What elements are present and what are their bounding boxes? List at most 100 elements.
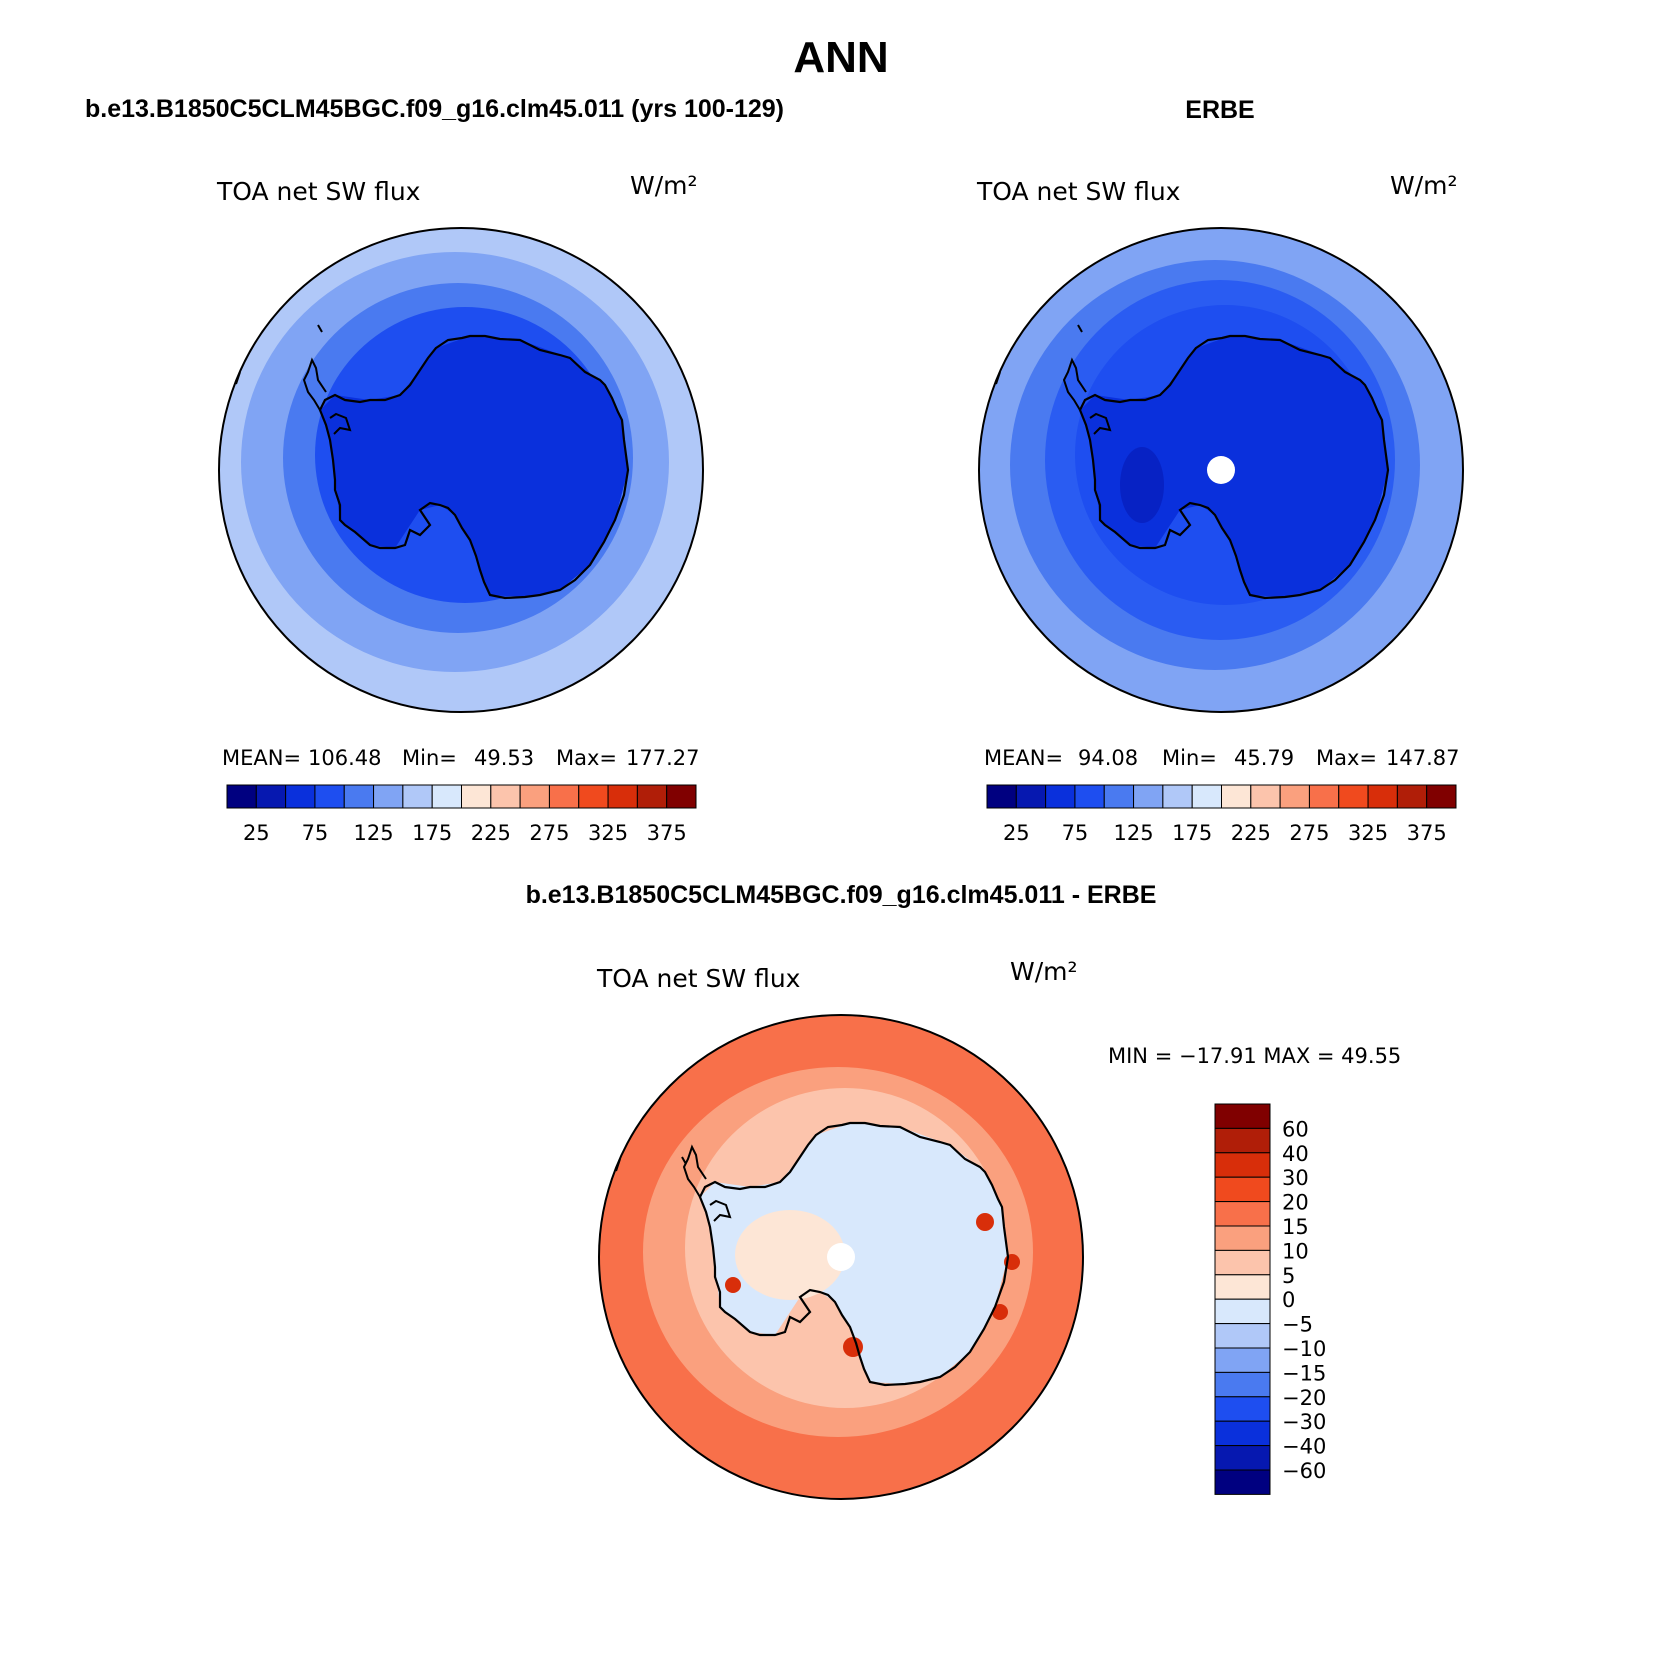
panel-1-colorbar-swatch — [314, 784, 345, 809]
panel-2-colorbar-swatch — [1279, 784, 1310, 809]
panel-1-variable-label: TOA net SW flux — [216, 177, 420, 206]
panel-1-colorbar-swatch — [578, 784, 609, 809]
panel-1-map-border — [218, 227, 704, 713]
diff-map — [599, 1015, 1083, 1499]
panel-1-colorbar-swatch — [343, 784, 375, 809]
panel-1-colorbar-swatch — [373, 784, 404, 809]
diff-map-border — [598, 1014, 1084, 1500]
panel-2-colorbar-swatch — [1074, 784, 1105, 809]
diff-colorbar-tick-label: −40 — [1282, 1435, 1326, 1459]
diff-colorbar-swatch — [1214, 1323, 1271, 1349]
panel-2-colorbar-swatch — [1191, 784, 1222, 809]
panel-1-colorbar-tick-label: 375 — [647, 821, 687, 845]
panel-1-colorbar-swatch — [519, 784, 550, 809]
panel-1-min-value: 49.53 — [474, 746, 534, 770]
diff-land-warm-patch — [735, 1210, 845, 1300]
diff-colorbar-tick-label: −30 — [1282, 1410, 1326, 1434]
panel-2-colorbar-swatch — [1308, 784, 1340, 809]
diff-colorbar-swatch — [1214, 1371, 1271, 1398]
diff-colorbar-swatch — [1214, 1298, 1271, 1325]
panel-1-stats: MEAN= 106.48 Min= 49.53 Max= 177.27 — [222, 746, 699, 770]
diff-hotspot-3 — [992, 1304, 1008, 1320]
diff-colorbar-swatch — [1214, 1249, 1271, 1276]
panel-2-colorbar-swatch — [1367, 784, 1398, 809]
panel-2-mean-value: 94.08 — [1078, 746, 1138, 770]
diff-colorbar-swatch — [1214, 1127, 1271, 1154]
panel-1-colorbar-tick-label: 225 — [471, 821, 511, 845]
panel-1-mean-value: 106.48 — [308, 746, 381, 770]
diff-colorbar-tick-label: 30 — [1282, 1166, 1309, 1190]
panel-2-mean-label: MEAN= — [984, 746, 1063, 770]
panel-2-colorbar-swatch — [1162, 784, 1193, 809]
diff-colorbar-tick-label: 40 — [1282, 1142, 1309, 1166]
panel-2-colorbar-swatch — [1396, 784, 1428, 809]
panel-1-colorbar-tick-label: 175 — [412, 821, 452, 845]
panel-2-colorbar-tick-label: 25 — [1003, 821, 1030, 845]
panel-2-map-border — [978, 227, 1464, 713]
diff-colorbar-swatch — [1214, 1225, 1271, 1251]
diff-colorbar-swatch — [1214, 1201, 1271, 1227]
panel-1-colorbar-swatch — [402, 784, 433, 809]
diff-colorbar-tick-label: 20 — [1282, 1191, 1309, 1215]
diff-hotspot-5 — [725, 1277, 741, 1293]
diff-variable-label: TOA net SW flux — [596, 964, 800, 993]
panel-2-colorbar-tick-label: 175 — [1172, 821, 1212, 845]
diff-colorbar-swatch — [1214, 1420, 1271, 1447]
panel-2-variable-label: TOA net SW flux — [976, 177, 1180, 206]
diff-colorbar-tick-label: 15 — [1282, 1215, 1309, 1239]
panel-2-missing-data-pole — [1207, 456, 1235, 484]
panel-1-colorbar-swatch — [226, 784, 257, 809]
panel-2-dark-patch — [1120, 447, 1164, 523]
panel-1-colorbar-swatch — [666, 784, 697, 809]
diff-heading: b.e13.B1850C5CLM45BGC.f09_g16.clm45.011 … — [526, 881, 1157, 909]
panel-2-colorbar-tick-label: 375 — [1407, 821, 1447, 845]
panel-1-colorbar-swatch — [461, 784, 492, 809]
panel-1-max-value: 177.27 — [626, 746, 699, 770]
panel-1-colorbar-tick-label: 75 — [302, 821, 329, 845]
diff-colorbar-swatch — [1214, 1396, 1271, 1422]
panel-2-colorbar-swatch — [1426, 784, 1457, 809]
panel-1-colorbar-swatch — [431, 784, 462, 809]
diff-colorbar-swatch — [1214, 1103, 1271, 1129]
panel-1-colorbar-tick-label: 325 — [588, 821, 628, 845]
diff-colorbar-swatch — [1214, 1274, 1271, 1300]
panel-1-ice-fill — [320, 336, 628, 597]
diff-minmax: MIN = −17.91 MAX = 49.55 — [1108, 1044, 1401, 1068]
diff-colorbar-tick-label: 5 — [1282, 1264, 1295, 1288]
panel-1-heading: b.e13.B1850C5CLM45BGC.f09_g16.clm45.011 … — [85, 95, 784, 123]
panel-1-colorbar-tick-label: 25 — [243, 821, 270, 845]
panel-2-antarctica-coastline — [1078, 334, 1390, 600]
diff-colorbar-swatch — [1214, 1152, 1271, 1178]
panel-1-colorbar-swatch — [636, 784, 668, 809]
panel-2-colorbar-tick-label: 275 — [1289, 821, 1329, 845]
panel-2-colorbar-tick-label: 225 — [1231, 821, 1271, 845]
diff-colorbar-tick-label: 0 — [1282, 1288, 1295, 1312]
panel-2-colorbar-tick-label: 325 — [1348, 821, 1388, 845]
figure-title: ANN — [793, 33, 888, 82]
panel-2-max-label: Max= — [1316, 746, 1377, 770]
diff-antarctica-coastline — [698, 1121, 1010, 1387]
diff-units: W/m² — [1010, 957, 1078, 986]
panel-1-colorbar-swatch — [607, 784, 638, 809]
panel-2-colorbar-swatch — [1221, 784, 1252, 809]
panel-2-peninsula — [995, 324, 1112, 435]
panel-2-colorbar-swatch — [1338, 784, 1369, 809]
panel-1-colorbar-tick-label: 125 — [354, 821, 394, 845]
panel-2-colorbar: 25 75 125 175 225 275 325 375 — [986, 784, 1457, 845]
panel-1-colorbar: 25 75 125 175 225 275 325 375 — [226, 784, 697, 845]
panel-2-colorbar-swatch — [1103, 784, 1135, 809]
panel-1-colorbar-swatch — [285, 784, 316, 809]
diff-colorbar-tick-label: −20 — [1282, 1386, 1326, 1410]
panel-2-heading: ERBE — [1185, 96, 1254, 124]
panel-2-colorbar-tick-label: 125 — [1114, 821, 1154, 845]
panel-2-min-label: Min= — [1162, 746, 1217, 770]
panel-1-colorbar-swatch — [490, 784, 521, 809]
panel-1-units: W/m² — [630, 171, 698, 200]
panel-1-colorbar-tick-label: 275 — [529, 821, 569, 845]
diff-colorbar-tick-label: −5 — [1282, 1313, 1313, 1337]
diff-colorbar-tick-label: 60 — [1282, 1117, 1309, 1141]
panel-1-min-label: Min= — [402, 746, 457, 770]
panel-1-antarctica-coastline — [318, 334, 630, 600]
